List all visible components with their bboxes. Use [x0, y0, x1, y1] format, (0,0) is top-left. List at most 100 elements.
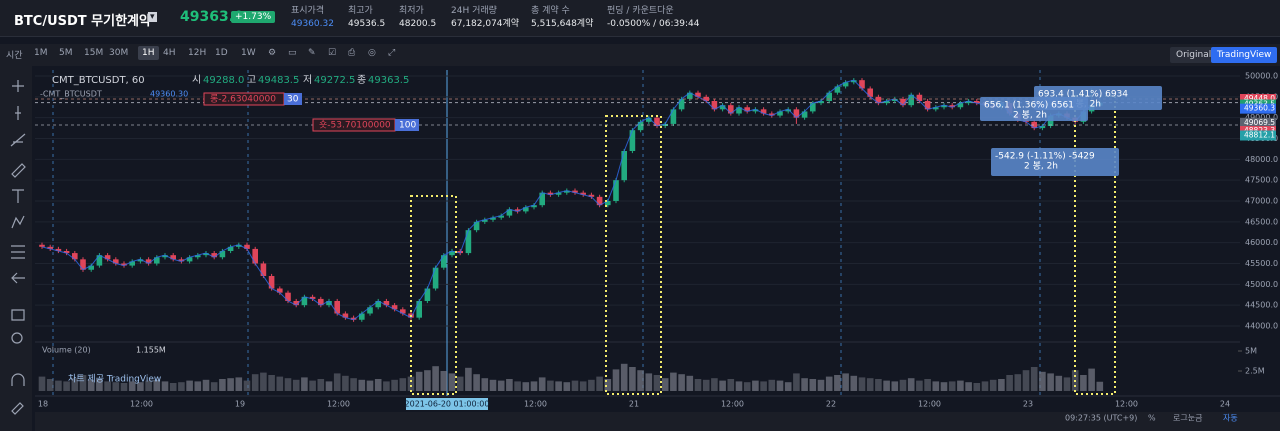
interval-toolbar: 시간 1M 5M 15M 30M 1H 4H 12H 1D 1W ⚙ ▭ ✎ ☑ ⎙ ◎ ⤢ Original Tr…	[0, 44, 1280, 66]
volume-bar	[55, 380, 62, 391]
tool-icon[interactable]: ☑	[328, 48, 337, 58]
volume-bar	[1047, 373, 1054, 391]
back-tool[interactable]	[11, 272, 25, 284]
tool-icon[interactable]: ✎	[308, 48, 316, 58]
candle-body	[236, 244, 242, 247]
price-tag-label: 49360.3	[1244, 104, 1275, 113]
volume-bar	[202, 379, 210, 391]
order-label: 숏-53.70100000	[319, 120, 391, 131]
view-button[interactable]: TradingView	[1211, 47, 1278, 63]
tool-icon[interactable]: ⤢	[388, 48, 396, 58]
candle-body	[154, 257, 160, 264]
volume-bar	[547, 380, 554, 391]
candle-body	[260, 263, 267, 276]
candle-body	[80, 259, 86, 270]
candle-body	[605, 201, 611, 206]
volume-bar	[555, 381, 562, 391]
interval-button[interactable]: 30M	[109, 48, 129, 58]
candle-body	[974, 101, 980, 104]
volume-bar	[1088, 368, 1095, 391]
highlight-boxes	[410, 95, 1116, 395]
candle-body	[793, 109, 800, 118]
candle-body	[572, 190, 578, 193]
volume-bar	[916, 380, 923, 391]
x-tick-label: 19	[235, 400, 245, 409]
x-tick-label: 24	[1220, 400, 1230, 409]
zoom-tool[interactable]	[11, 309, 25, 321]
candle-body	[170, 255, 176, 260]
legend-text: 저	[303, 74, 312, 86]
stat-key: 최저가	[399, 6, 424, 16]
volume-bar	[284, 378, 292, 391]
symbol-dropdown[interactable]: ▾	[148, 12, 157, 22]
lock-tool[interactable]	[11, 402, 24, 415]
price-tag-label: 48812.1	[1244, 130, 1275, 139]
volume-bar	[743, 382, 751, 391]
magnifier-tool[interactable]	[11, 332, 23, 344]
candle-body	[39, 244, 45, 247]
volume-bar	[588, 379, 595, 391]
stat-key: 펀딩 / 카운트다운	[607, 6, 674, 16]
volume-tick-label: 5M	[1245, 347, 1257, 356]
candle-body	[63, 251, 70, 254]
candle-body	[596, 196, 603, 206]
volume-bar	[1096, 381, 1104, 391]
candle-body	[186, 257, 193, 262]
candle-body	[851, 80, 857, 83]
footer-item: 09:27:35 (UTC+9)	[1065, 414, 1137, 423]
interval-button[interactable]: 1D	[215, 48, 228, 58]
candle-body	[752, 109, 759, 112]
legend-text: 종	[357, 74, 366, 86]
candle-body	[621, 151, 627, 181]
crosshair-label-box	[406, 398, 488, 410]
volume-bar	[1080, 375, 1087, 391]
fib-tool[interactable]	[10, 133, 26, 147]
price-tag	[1240, 117, 1276, 128]
volume-bar	[604, 379, 612, 391]
symbol[interactable]: BTC/USDT 무기한계약	[14, 14, 151, 29]
candle-body	[637, 121, 644, 131]
crosshair-tool[interactable]	[12, 80, 24, 92]
volume-bar	[415, 371, 423, 391]
volume-bar	[735, 381, 743, 391]
candle-body	[113, 259, 119, 264]
candle-body	[326, 301, 332, 306]
pattern-tool[interactable]	[11, 215, 25, 229]
volume-bar	[358, 379, 366, 391]
line-tool[interactable]	[15, 106, 21, 120]
text-tool[interactable]	[12, 189, 24, 203]
candle-body	[892, 98, 898, 101]
candle-body	[473, 221, 480, 231]
tool-icon[interactable]: ◎	[368, 48, 376, 58]
candle-body	[482, 219, 488, 222]
magnet-tool[interactable]	[11, 373, 25, 386]
interval-button[interactable]: 12H	[188, 48, 207, 58]
candle-body	[211, 253, 217, 258]
stat: 총 계약 수 5,515,648계약	[531, 5, 593, 31]
candle-body	[441, 255, 447, 268]
footer-item: 자동	[1223, 414, 1238, 423]
interval-button[interactable]: 4H	[163, 48, 176, 58]
measure-tool[interactable]	[11, 245, 25, 259]
candle-body	[162, 255, 168, 258]
interval-button[interactable]: 1W	[241, 48, 256, 58]
y-tick-label: 50000.0	[1245, 72, 1278, 81]
tool-icon[interactable]: ▭	[288, 48, 297, 58]
tool-icon[interactable]: ⎙	[348, 48, 356, 58]
volume-bar	[1063, 377, 1071, 391]
candle-body	[490, 217, 496, 220]
measure-box	[991, 148, 1119, 176]
volume-bar	[456, 376, 464, 391]
interval-button[interactable]: 5M	[59, 48, 73, 58]
brush-tool[interactable]	[11, 163, 26, 178]
volume-bar	[145, 380, 152, 391]
interval-button[interactable]: 15M	[84, 48, 104, 58]
tool-icon[interactable]: ⚙	[268, 48, 277, 58]
interval-button[interactable]: 1H	[138, 46, 159, 60]
candle-body	[924, 101, 931, 110]
y-tick-label: 46000.0	[1245, 238, 1278, 247]
candle-body	[965, 101, 972, 104]
view-button[interactable]: Original	[1170, 47, 1218, 63]
candle-body	[547, 192, 554, 195]
interval-button[interactable]: 1M	[34, 48, 48, 58]
